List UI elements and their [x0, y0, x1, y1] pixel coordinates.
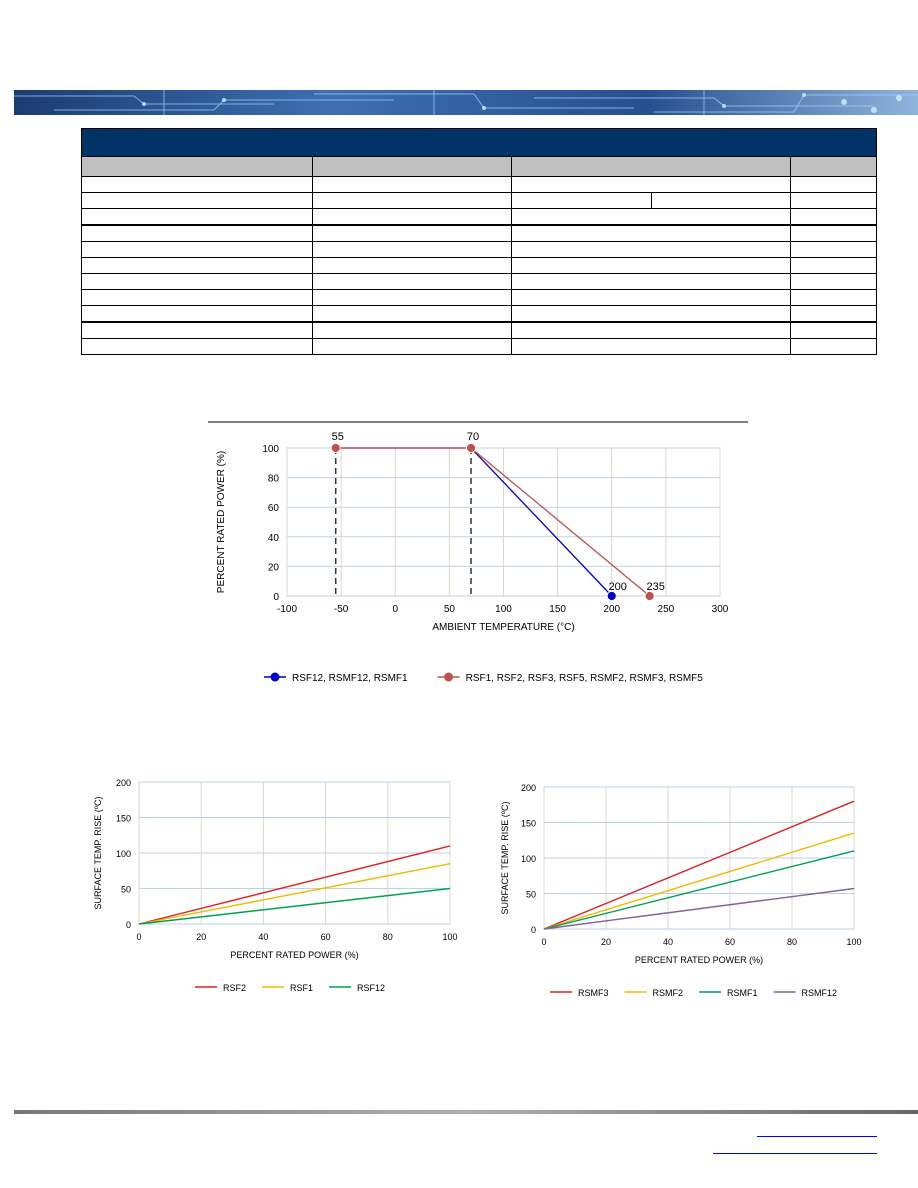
y-tick-label: 80: [268, 474, 280, 485]
x-tick-label: 60: [725, 937, 735, 947]
footer-link-2[interactable]: [713, 1153, 877, 1154]
series-line: [543, 850, 855, 930]
x-tick-label: 100: [442, 932, 457, 942]
y-tick-label: 150: [521, 819, 536, 829]
series-line: [543, 887, 855, 930]
table-header-cell: [791, 157, 876, 176]
y-tick-label: 60: [268, 503, 280, 514]
rsmf-temp-rise-chart: 0 20 40 60 80 100 0 50 100 150 200 PERCENT RATED PO…: [490, 775, 890, 1005]
data-label: 235: [646, 581, 664, 593]
table-row: [82, 338, 876, 354]
table-row: [82, 257, 876, 273]
x-tick-label: 0: [541, 937, 546, 947]
legend-label: RSMF2: [653, 988, 684, 998]
table-row: [82, 208, 876, 224]
x-tick-label: 40: [258, 932, 268, 942]
x-tick-label: 0: [136, 932, 141, 942]
rsf-temp-rise-chart-svg: 0 20 40 60 80 100 0 50 100 150 200 PERCENT RATED PO…: [93, 778, 458, 993]
y-tick-label: 50: [526, 890, 536, 900]
y-tick-label: 0: [273, 592, 279, 603]
x-tick-label: 300: [712, 604, 729, 615]
legend-label: RSF12, RSMF12, RSMF1: [292, 673, 408, 684]
y-tick-label: 0: [531, 925, 536, 935]
table-row: [82, 305, 876, 321]
legend-marker: [270, 672, 280, 682]
y-tick-label: 50: [121, 885, 131, 895]
y-axis-title: PERCENT RATED POWER (%): [216, 451, 227, 593]
table-row: [82, 321, 876, 338]
x-tick-label: 40: [663, 937, 673, 947]
x-tick-label: 150: [549, 604, 566, 615]
y-tick-label: 100: [521, 854, 536, 864]
data-point-marker: [330, 443, 341, 453]
table-header-cell: [313, 157, 512, 176]
y-tick-label: 200: [521, 783, 536, 793]
x-tick-label: 60: [321, 932, 331, 942]
x-tick-label: 100: [846, 937, 861, 947]
table-cell-divider: [651, 193, 652, 208]
y-tick-label: 0: [126, 920, 131, 930]
data-label: 55: [332, 431, 344, 443]
footer-link-1[interactable]: [757, 1136, 877, 1137]
table-row: [82, 273, 876, 289]
legend-label: RSMF1: [727, 988, 758, 998]
footer-rule: [14, 1110, 918, 1114]
data-label: 200: [609, 581, 627, 593]
y-tick-label: 100: [116, 849, 131, 859]
y-tick-label: 200: [116, 778, 131, 788]
legend-label: RSF1, RSF2, RSF3, RSF5, RSMF2, RSMF3, RS…: [466, 673, 704, 684]
rsmf-temp-rise-chart-svg: 0 20 40 60 80 100 0 50 100 150 200 PERCENT RATED PO…: [500, 783, 862, 998]
y-axis-title: SURFACE TEMP. RISE (ºC): [500, 802, 510, 915]
series-line: [543, 832, 855, 930]
x-tick-label: 20: [601, 937, 611, 947]
derating-chart-svg: -100 -50 0 50 100 150 200 250 300 0 20 40 60 80 100 AMB…: [208, 421, 748, 684]
x-tick-label: 200: [603, 604, 620, 615]
table-header-bar: [82, 129, 876, 156]
table-row: [82, 289, 876, 305]
rsf-temp-rise-chart: 0 20 40 60 80 100 0 50 100 150 200 PERCENT RATED PO…: [85, 770, 465, 1000]
y-axis-title: SURFACE TEMP. RISE (ºC): [93, 797, 103, 910]
y-tick-label: 40: [268, 533, 280, 544]
data-label: 70: [467, 431, 479, 443]
table-row: [82, 176, 876, 192]
legend-label: RSMF3: [578, 988, 609, 998]
x-tick-label: -50: [334, 604, 349, 615]
header-banner: [14, 90, 918, 115]
x-tick-label: 20: [196, 932, 206, 942]
legend-marker: [444, 672, 454, 682]
table-row: [82, 241, 876, 257]
series-line: [543, 800, 855, 930]
table-header-cell: [82, 157, 313, 176]
derating-chart: -100 -50 0 50 100 150 200 250 300 0 20 40 60 80 100 AMB…: [200, 420, 760, 690]
legend-label: RSF2: [223, 983, 246, 993]
x-tick-label: 0: [392, 604, 398, 615]
data-point-marker: [466, 443, 476, 453]
y-tick-label: 20: [268, 562, 280, 573]
x-axis-title: PERCENT RATED POWER (%): [635, 955, 763, 965]
x-tick-label: 250: [658, 604, 675, 615]
x-tick-label: 80: [383, 932, 393, 942]
x-axis-title: PERCENT RATED POWER (%): [230, 950, 358, 960]
spec-table: [81, 128, 877, 355]
y-tick-label: 100: [262, 444, 279, 455]
data-point-marker: [606, 591, 617, 601]
legend-label: RSF12: [357, 983, 385, 993]
x-tick-label: 50: [444, 604, 456, 615]
table-column-header-row: [82, 156, 876, 176]
series-line: [138, 863, 451, 925]
y-tick-label: 150: [116, 814, 131, 824]
table-row: [82, 224, 876, 241]
table-row: [82, 192, 876, 208]
legend-label: RSF1: [290, 983, 313, 993]
legend-label: RSMF12: [802, 988, 838, 998]
x-tick-label: -100: [277, 604, 297, 615]
x-tick-label: 80: [787, 937, 797, 947]
x-axis-title: AMBIENT TEMPERATURE (°C): [432, 622, 574, 633]
table-header-cell: [512, 157, 791, 176]
data-point-marker: [644, 591, 655, 601]
series-line: [138, 887, 451, 925]
series-line: [138, 845, 451, 925]
x-tick-label: 100: [495, 604, 512, 615]
